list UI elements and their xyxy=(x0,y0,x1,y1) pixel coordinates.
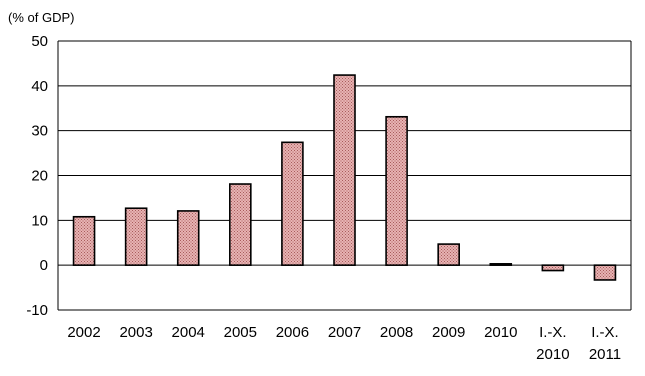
y-tick-label: 50 xyxy=(31,33,48,50)
y-axis-ticks: -10 0 10 20 30 40 50 xyxy=(26,33,48,319)
x-tick-label: 2008 xyxy=(380,324,413,341)
y-tick-label: 30 xyxy=(31,123,48,140)
y-tick-label: -10 xyxy=(26,302,48,319)
bar xyxy=(541,264,565,272)
x-tick-label: 2004 xyxy=(172,324,205,341)
bar xyxy=(281,141,304,266)
bar xyxy=(385,115,408,266)
x-tick-label: 2009 xyxy=(432,324,465,341)
x-tick-label: 2010 xyxy=(536,346,569,363)
bar xyxy=(437,243,460,266)
x-tick-label: 2005 xyxy=(224,324,257,341)
x-axis-ticks: 2002 2003 2004 2005 2006 2007 2008 2009 2010 I.-X… xyxy=(67,324,621,363)
bar xyxy=(124,207,148,266)
x-tick-label: 2011 xyxy=(589,346,621,363)
bar xyxy=(333,74,356,266)
y-axis-unit-label: (% of GDP) xyxy=(8,10,74,25)
x-tick-label: 2010 xyxy=(484,324,517,341)
x-tick-label: 2003 xyxy=(119,324,152,341)
bar xyxy=(593,264,617,281)
x-tick-label: 2007 xyxy=(328,324,361,341)
bar xyxy=(489,263,513,266)
x-tick-label: 2002 xyxy=(67,324,100,341)
bar xyxy=(176,210,200,266)
bars xyxy=(72,74,617,281)
y-tick-label: 10 xyxy=(31,212,48,229)
x-tick-label: 2006 xyxy=(276,324,309,341)
x-tick-label: I.-X. xyxy=(539,324,567,341)
y-tick-label: 20 xyxy=(31,168,48,185)
bar xyxy=(72,215,96,266)
bar xyxy=(229,183,252,266)
y-tick-label: 40 xyxy=(31,78,48,95)
x-tick-label: I.-X. xyxy=(591,324,619,341)
y-tick-label: 0 xyxy=(40,257,48,274)
